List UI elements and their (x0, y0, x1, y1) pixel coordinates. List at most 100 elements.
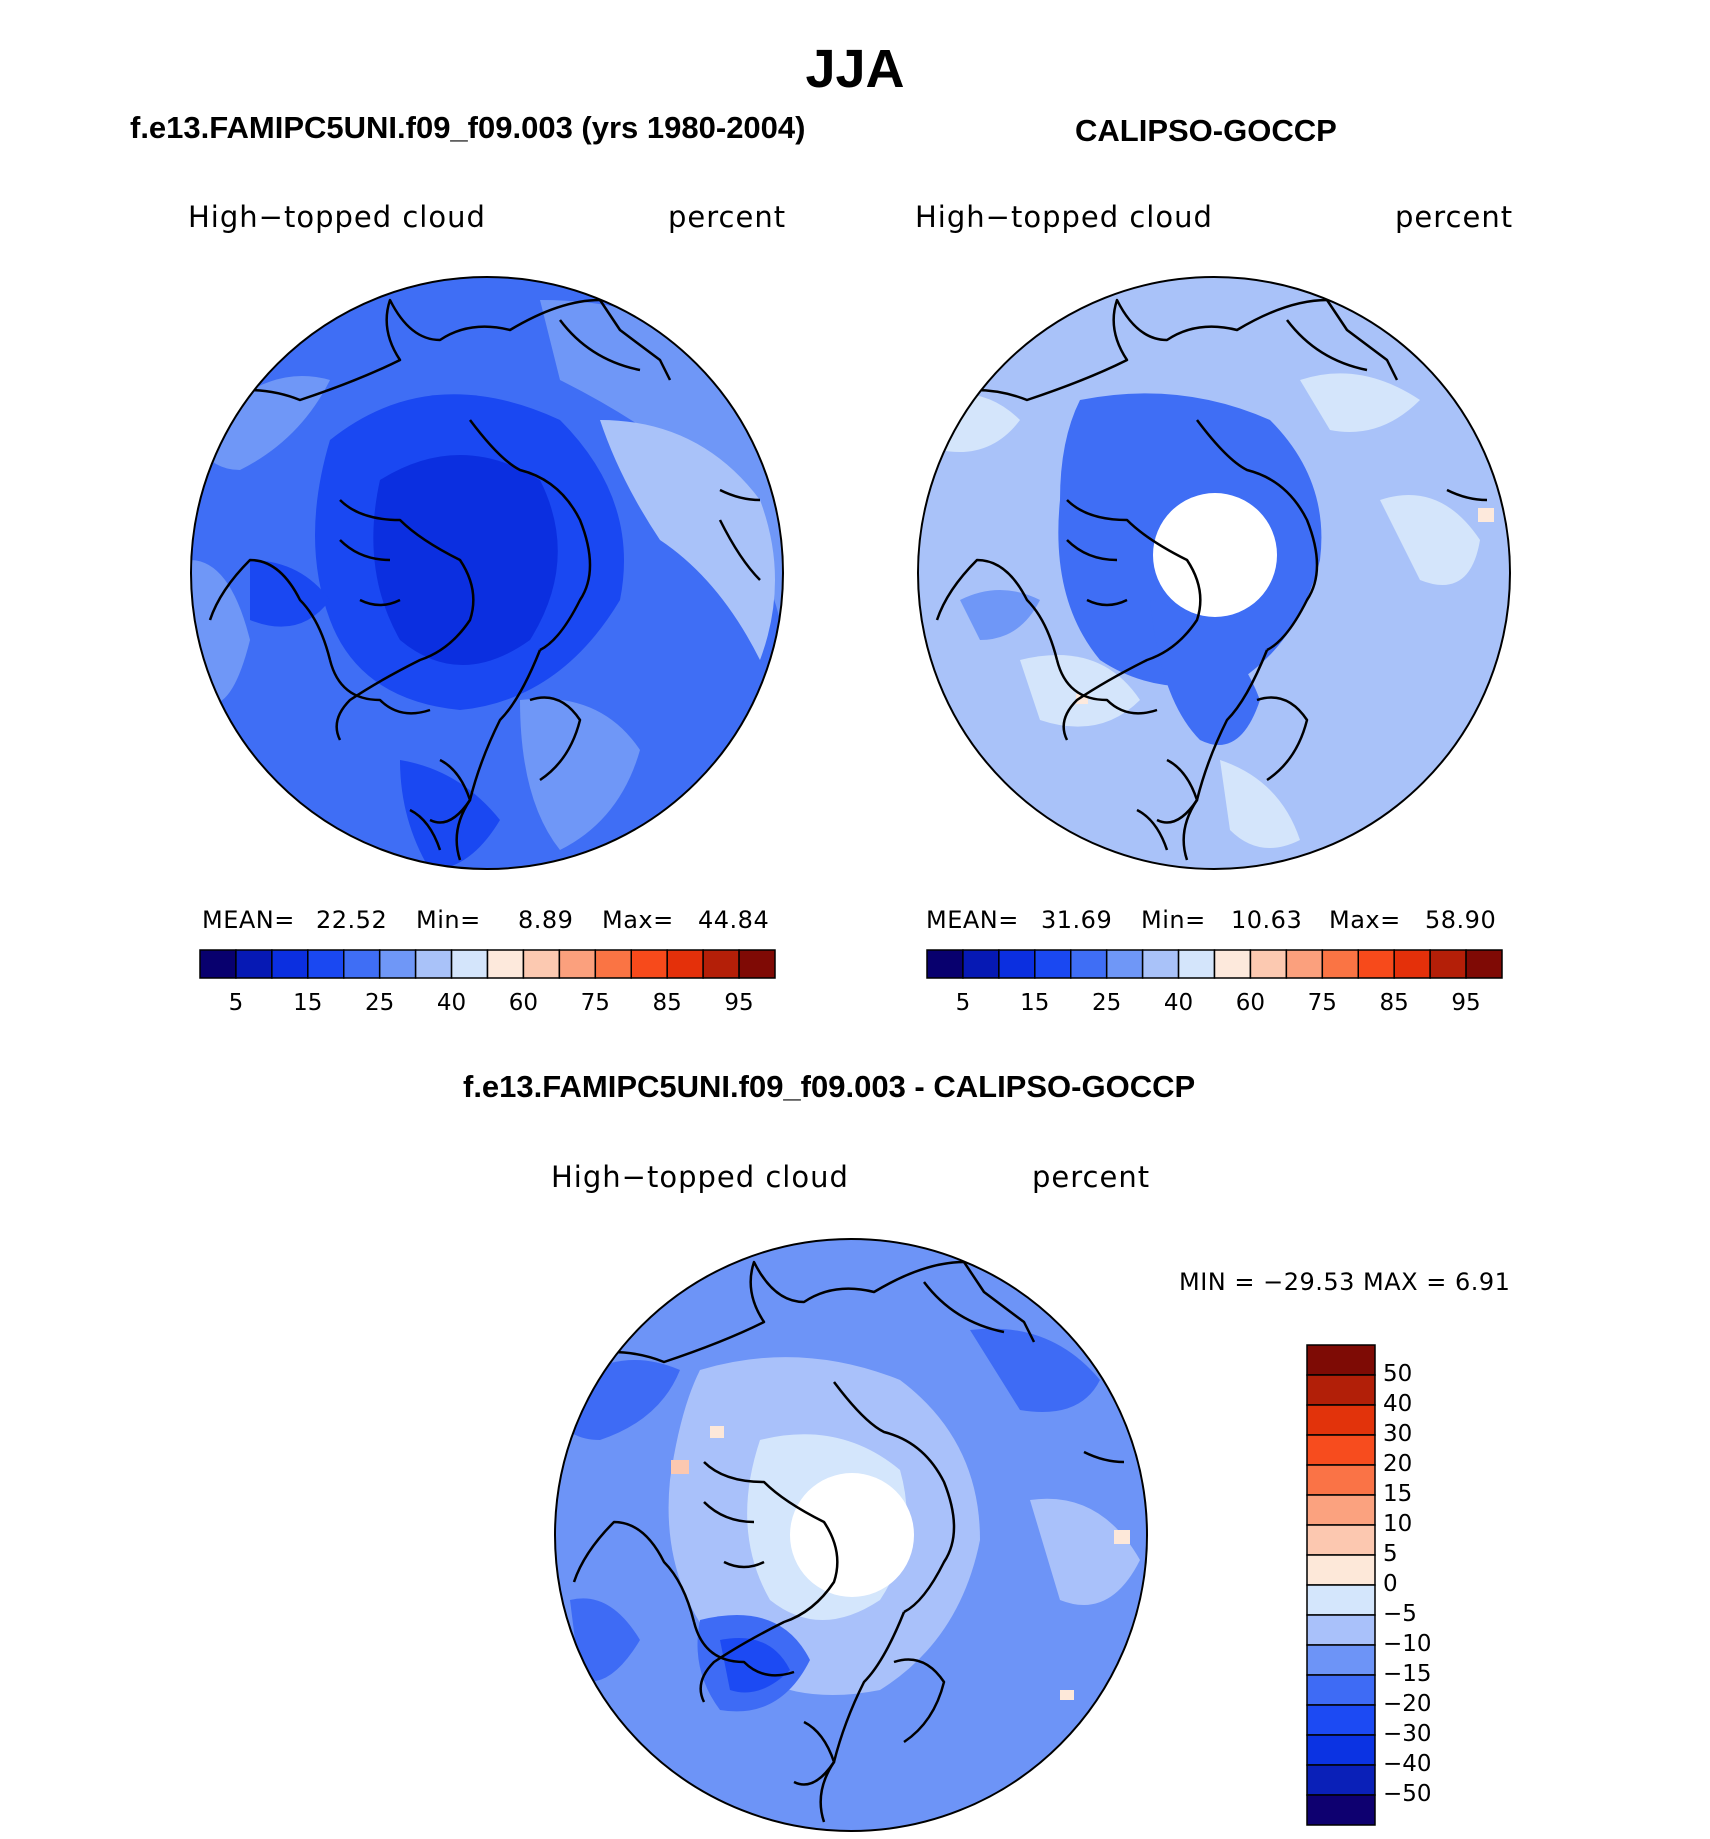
obs-colorbar-tick-label: 5 (955, 990, 971, 1016)
model-colorbar-swatch (594, 949, 632, 979)
model-max-value: 44.84 (698, 906, 770, 934)
difference-colorbar-swatch (1306, 1464, 1376, 1496)
model-colorbar-tick-label: 15 (293, 990, 323, 1016)
model-colorbar-swatch (450, 949, 489, 979)
obs-mean-value: 31.69 (1041, 906, 1113, 934)
difference-colorbar-swatch (1306, 1584, 1376, 1616)
difference-variable-label: High−topped cloud (551, 1160, 849, 1194)
obs-colorbar-tick-label: 25 (1092, 990, 1122, 1016)
difference-colorbar-swatch (1306, 1434, 1376, 1466)
model-colorbar-swatch (702, 949, 740, 979)
figure-title: JJA (805, 39, 905, 99)
difference-colorbar-swatch (1306, 1614, 1376, 1646)
difference-colorbar-tick-label: −50 (1383, 1781, 1432, 1807)
model-mean-label: MEAN= (202, 906, 295, 934)
difference-case-title: f.e13.FAMIPC5UNI.f09_f09.003 - CALIPSO-G… (463, 1069, 1196, 1104)
difference-colorbar-swatch (1306, 1794, 1376, 1826)
difference-colorbar-swatch (1306, 1644, 1376, 1676)
model-colorbar-swatch (630, 949, 668, 979)
difference-coastlines (555, 1260, 1125, 1823)
difference-colorbar-tick-label: 50 (1383, 1361, 1413, 1387)
difference-colorbar-tick-label: −30 (1383, 1721, 1432, 1747)
model-min-value: 8.89 (518, 906, 574, 934)
obs-colorbar-swatch (1321, 949, 1359, 979)
difference-minmax: MIN = −29.53 MAX = 6.91 (1179, 1268, 1511, 1296)
difference-colorbar-tick-label: 0 (1383, 1571, 1398, 1597)
difference-map (555, 1239, 1147, 1831)
difference-colorbar-tick-label: 10 (1383, 1511, 1413, 1537)
model-coastlines (191, 298, 761, 861)
difference-map-boundary (554, 1238, 1148, 1832)
obs-colorbar-swatch (1285, 949, 1324, 979)
difference-colorbar-tick-label: 20 (1383, 1451, 1413, 1477)
obs-pole-hole (1153, 493, 1277, 617)
difference-colorbar-swatch (1306, 1494, 1376, 1526)
obs-map (918, 277, 1510, 869)
obs-case-title: CALIPSO-GOCCP (1075, 113, 1337, 148)
model-colorbar-swatch (558, 949, 597, 979)
model-case-title: f.e13.FAMIPC5UNI.f09_f09.003 (yrs 1980-2… (130, 110, 806, 145)
obs-colorbar-swatch (1357, 949, 1395, 979)
obs-colorbar-swatch (1177, 949, 1216, 979)
difference-colorbar-swatch (1306, 1554, 1376, 1586)
difference-colorbar-swatch (1306, 1674, 1376, 1706)
obs-max-label: Max= (1329, 906, 1401, 934)
difference-colorbar-tick-label: −40 (1383, 1751, 1432, 1777)
obs-colorbar-swatch (962, 949, 1000, 979)
difference-colorbar-tick-label: −10 (1383, 1631, 1432, 1657)
difference-colorbar-swatch (1306, 1764, 1376, 1796)
obs-variable-label: High−topped cloud (915, 200, 1213, 234)
model-colorbar-tick-label: 85 (652, 990, 682, 1016)
obs-colorbar-swatch (1249, 949, 1288, 979)
model-colorbar-swatch (522, 949, 561, 979)
obs-colorbar-swatch (1465, 949, 1503, 979)
difference-colorbar-swatch (1306, 1734, 1376, 1766)
model-colorbar (199, 949, 776, 979)
model-variable-label: High−topped cloud (188, 200, 486, 234)
model-colorbar-swatch (235, 949, 273, 979)
obs-min-label: Min= (1141, 906, 1206, 934)
model-max-label: Max= (602, 906, 674, 934)
obs-colorbar-tick-label: 95 (1451, 990, 1481, 1016)
obs-colorbar-swatch (1034, 949, 1072, 979)
obs-colorbar-swatch (1105, 949, 1144, 979)
obs-colorbar (926, 949, 1503, 979)
model-colorbar-tick-label: 40 (436, 990, 467, 1016)
model-colorbar-swatch (414, 949, 453, 979)
difference-colorbar-tick-label: 15 (1383, 1481, 1413, 1507)
obs-colorbar-tick-label: 40 (1163, 990, 1194, 1016)
model-colorbar-swatch (199, 949, 237, 979)
difference-colorbar-swatch (1306, 1374, 1376, 1406)
difference-colorbar-tick-label: 30 (1383, 1421, 1413, 1447)
difference-colorbar-tick-label: 40 (1383, 1391, 1413, 1417)
difference-colorbar-swatch (1306, 1344, 1376, 1376)
model-min-label: Min= (416, 906, 481, 934)
obs-colorbar-swatch (1213, 949, 1252, 979)
model-colorbar-swatch (343, 949, 381, 979)
model-colorbar-swatch (738, 949, 776, 979)
model-map-boundary (190, 276, 784, 870)
obs-colorbar-tick-label: 85 (1379, 990, 1409, 1016)
difference-colorbar-tick-label: −20 (1383, 1691, 1432, 1717)
obs-colorbar-swatch (1141, 949, 1180, 979)
model-map (191, 277, 783, 869)
difference-colorbar-tick-label: −5 (1383, 1601, 1417, 1627)
model-colorbar-tick-label: 25 (365, 990, 395, 1016)
model-colorbar-swatch (486, 949, 525, 979)
difference-colorbar (1306, 1344, 1376, 1826)
difference-colorbar-swatch (1306, 1524, 1376, 1556)
difference-colorbar-tick-label: 5 (1383, 1541, 1398, 1567)
obs-colorbar-swatch (1070, 949, 1108, 979)
model-colorbar-tick-label: 5 (228, 990, 244, 1016)
obs-colorbar-tick-label: 60 (1235, 990, 1266, 1016)
model-colorbar-tick-label: 75 (580, 990, 610, 1016)
model-colorbar-tick-label: 95 (724, 990, 754, 1016)
difference-colorbar-tick-label: −15 (1383, 1661, 1432, 1687)
obs-max-value: 58.90 (1425, 906, 1497, 934)
obs-map-boundary (917, 276, 1511, 870)
obs-coastlines (918, 298, 1488, 861)
difference-units-label: percent (1032, 1160, 1151, 1194)
obs-colorbar-swatch (1429, 949, 1467, 979)
obs-colorbar-swatch (998, 949, 1036, 979)
